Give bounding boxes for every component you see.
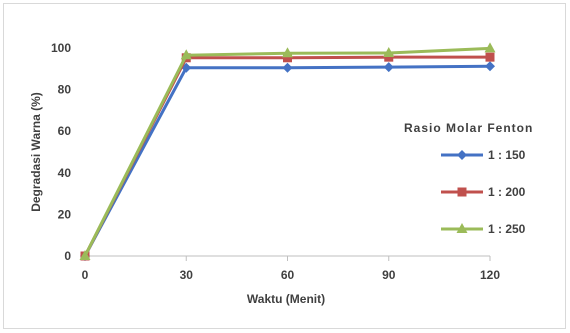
legend-item-1: 1 : 150 — [441, 148, 526, 162]
legend-swatch-marker — [457, 187, 467, 197]
data-point — [283, 53, 292, 63]
x-tick-label: 60 — [281, 268, 295, 282]
legend-label: 1 : 150 — [488, 148, 526, 162]
legend: 1 : 150 1 : 200 1 : 250 — [441, 148, 526, 236]
data-point — [282, 47, 293, 58]
x-tick-marks — [84, 256, 491, 261]
y-tick-label: 60 — [58, 124, 72, 138]
data-point — [485, 52, 495, 62]
series-layer — [79, 42, 496, 261]
y-tick-label: 20 — [58, 207, 72, 221]
data-point — [383, 46, 395, 57]
y-tick-labels: 0 20 40 60 80 100 — [51, 41, 71, 263]
data-point — [282, 62, 293, 73]
x-tick-label: 0 — [82, 268, 89, 282]
legend-item-3: 1 : 250 — [441, 222, 526, 236]
series-line — [83, 55, 490, 257]
series-line — [83, 46, 491, 257]
x-tick-label: 90 — [382, 268, 396, 282]
series-3 — [79, 42, 496, 260]
y-tick-label: 100 — [51, 41, 71, 55]
y-tick-label: 0 — [64, 249, 71, 263]
y-axis-title: Degradasi Warna (%) — [29, 92, 43, 212]
data-point — [485, 61, 495, 72]
data-point — [484, 42, 496, 53]
y-tick-label: 40 — [58, 166, 72, 180]
series-2 — [80, 52, 495, 261]
legend-item-2: 1 : 200 — [441, 185, 526, 199]
legend-title: Rasio Molar Fenton — [404, 121, 533, 135]
x-axis-title: Waktu (Menit) — [247, 292, 325, 306]
series-line — [83, 64, 491, 257]
y-tick-label: 80 — [58, 83, 72, 97]
legend-swatch-marker — [456, 223, 468, 233]
legend-label: 1 : 200 — [488, 185, 526, 199]
x-tick-label: 120 — [480, 268, 500, 282]
series-1 — [80, 61, 495, 261]
data-point — [383, 62, 394, 73]
x-tick-labels: 0 30 60 90 120 — [82, 268, 501, 282]
data-point — [79, 250, 91, 260]
legend-label: 1 : 250 — [488, 222, 526, 236]
legend-swatch-marker — [457, 150, 467, 160]
x-tick-label: 30 — [180, 268, 194, 282]
data-point — [180, 49, 192, 60]
data-point — [384, 52, 394, 62]
